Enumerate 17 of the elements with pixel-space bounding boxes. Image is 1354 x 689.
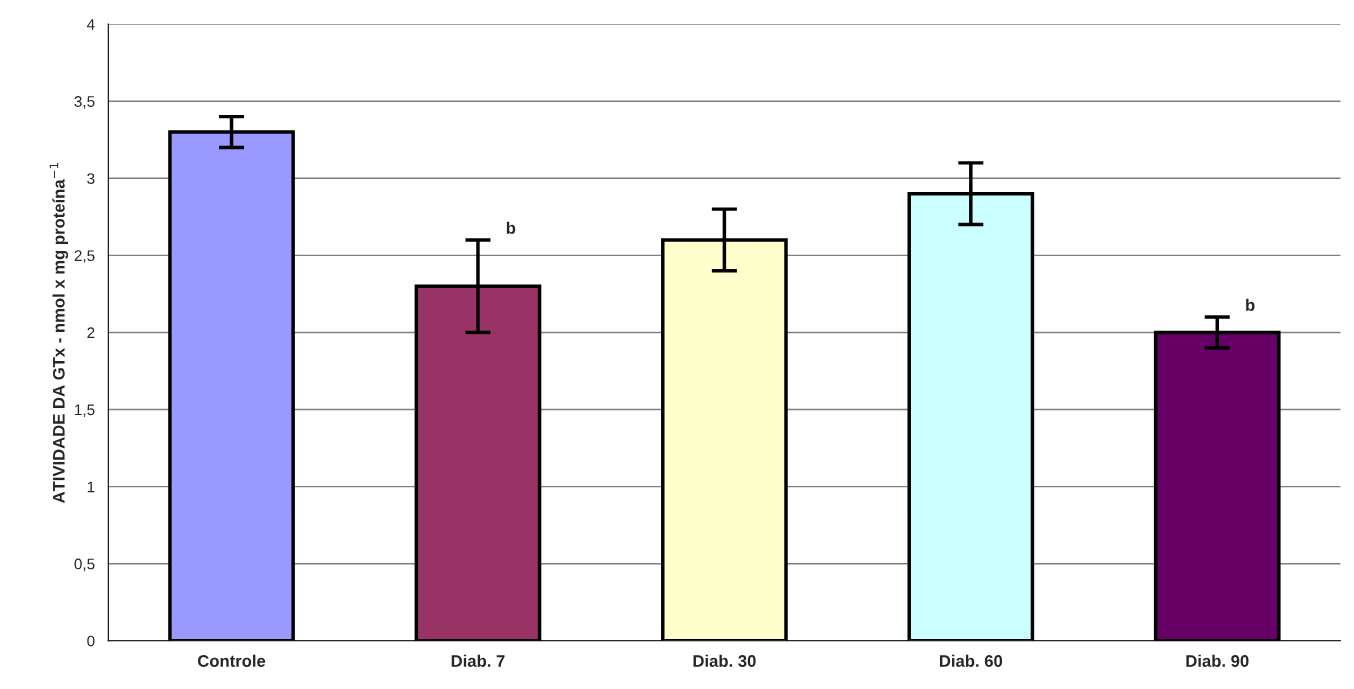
x-tick-label: Diab. 60 [939, 654, 1003, 667]
x-tick-label: Diab. 90 [1186, 654, 1249, 667]
x-tick-label: Controle [197, 654, 266, 667]
y-tick-label: 1 [87, 481, 95, 493]
y-tick-label: 0 [87, 635, 95, 647]
y-tick-label: 2 [87, 327, 95, 338]
y-tick-label: 3 [87, 173, 95, 184]
annotation: b [1246, 298, 1255, 311]
x-tick-label: Diab. 30 [693, 654, 756, 667]
y-tick-label: 2,5 [74, 250, 95, 263]
annotation: b [506, 221, 516, 234]
y-tick-label: 4 [86, 19, 95, 30]
y-tick-label: 1,5 [75, 404, 95, 418]
x-tick-label: Diab. 7 [451, 654, 505, 667]
y-tick-label: 0,5 [74, 558, 95, 572]
y-axis-title: ATIVIDADE DA GTx - nmol x mg proteína$^{−1}$ [49, 163, 69, 504]
y-tick-label: 3,5 [74, 96, 95, 109]
